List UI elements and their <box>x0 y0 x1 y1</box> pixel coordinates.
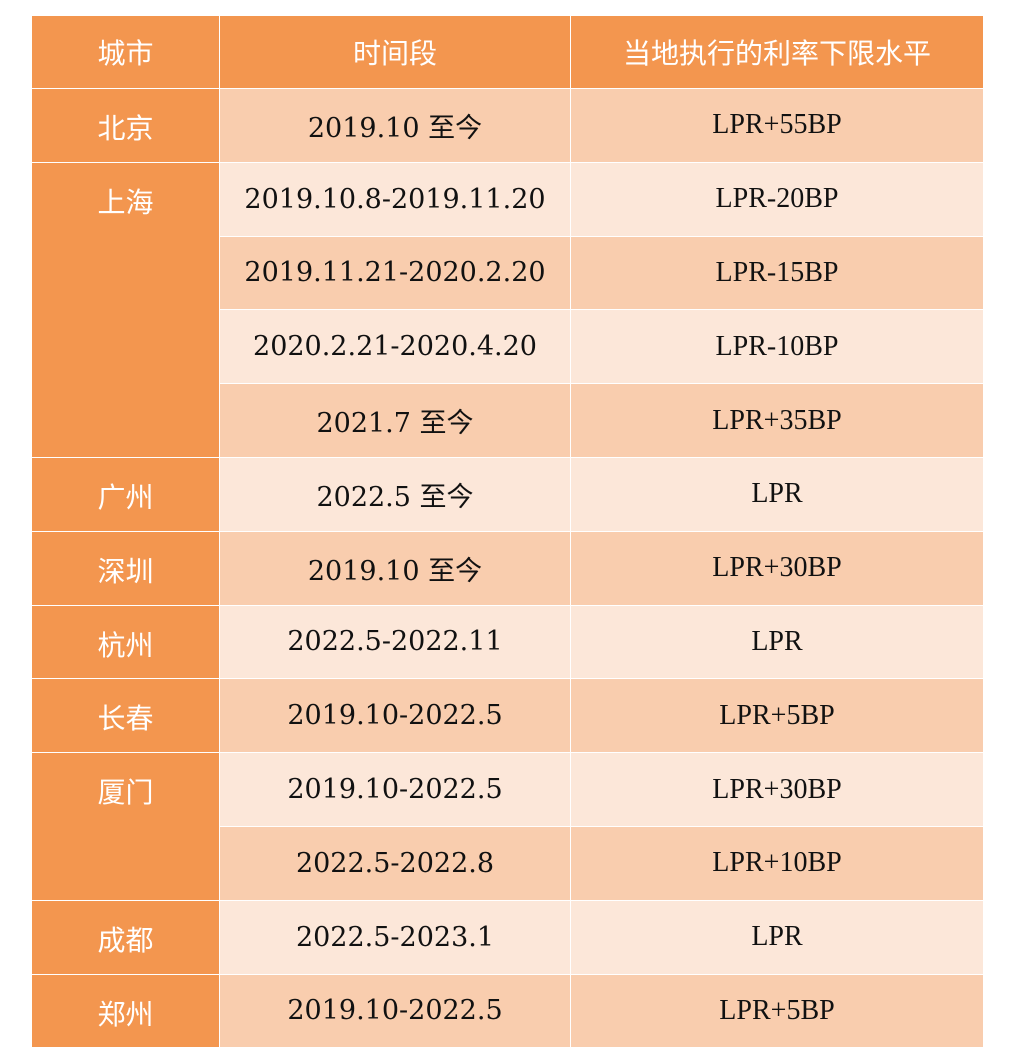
table-row: 厦门 2019.10-2022.5 LPR+30BP <box>31 752 984 901</box>
table-row: 北京 2019.10 至今 LPR+55BP <box>31 88 984 163</box>
rate-cell: LPR-20BP <box>570 161 984 237</box>
city-cell: 成都 <box>31 899 220 975</box>
rate-cell: LPR+55BP <box>570 88 984 163</box>
rate-cell: LPR+35BP <box>570 383 984 458</box>
city-cell: 厦门 <box>31 752 220 901</box>
period-cell: 2020.2.21-2020.4.20 <box>219 309 571 385</box>
city-cell: 北京 <box>31 88 220 163</box>
period-cell: 2019.10-2022.5 <box>219 678 571 754</box>
rate-table: 城市 时间段 当地执行的利率下限水平 北京 2019.10 至今 LPR+55BP 上… <box>31 15 984 1049</box>
table-row: 2021.7 至今 LPR+35BP <box>32 383 984 458</box>
rate-cell: LPR+30BP <box>570 752 984 827</box>
city-cell: 郑州 <box>31 973 220 1049</box>
period-cell: 2022.5-2022.11 <box>219 604 571 680</box>
city-cell: 广州 <box>31 456 220 532</box>
header-city: 城市 <box>31 15 220 89</box>
rate-cell: LPR+30BP <box>570 530 984 606</box>
rate-cell: LPR+5BP <box>570 973 984 1049</box>
table-row: 上海 2019.10.8-2019.11.20 LPR-20BP <box>31 161 984 458</box>
city-cell: 深圳 <box>31 530 220 606</box>
rate-cell: LPR+5BP <box>570 678 984 754</box>
header-rate: 当地执行的利率下限水平 <box>570 15 984 89</box>
table-row: 深圳 2019.10 至今 LPR+30BP <box>31 530 984 606</box>
table-row: 成都 2022.5-2023.1 LPR <box>31 899 984 975</box>
header-period: 时间段 <box>219 15 571 89</box>
rate-cell: LPR <box>570 456 984 532</box>
period-cell: 2019.10-2022.5 <box>219 973 571 1049</box>
table-row: 2019.11.21-2020.2.20 LPR-15BP <box>32 235 984 311</box>
table-row: 长春 2019.10-2022.5 LPR+5BP <box>31 678 984 754</box>
city-cell: 上海 <box>31 161 220 458</box>
period-cell: 2019.10 至今 <box>219 530 571 606</box>
city-cell: 杭州 <box>31 604 220 680</box>
rate-cell: LPR <box>570 604 984 680</box>
table-row: 2022.5-2022.8 LPR+10BP <box>32 825 984 901</box>
header-row: 城市 时间段 当地执行的利率下限水平 <box>31 15 984 89</box>
period-cell: 2021.7 至今 <box>219 383 571 458</box>
period-cell: 2019.10-2022.5 <box>219 752 571 827</box>
rate-cell: LPR-15BP <box>570 235 984 311</box>
rate-cell: LPR-10BP <box>570 309 984 385</box>
period-cell: 2019.10 至今 <box>219 88 571 163</box>
period-cell: 2022.5-2022.8 <box>219 825 571 901</box>
table-row: 广州 2022.5 至今 LPR <box>31 456 984 532</box>
period-cell: 2019.11.21-2020.2.20 <box>219 235 571 311</box>
period-cell: 2022.5-2023.1 <box>219 899 571 975</box>
table-row: 郑州 2019.10-2022.5 LPR+5BP <box>31 973 984 1049</box>
table-row: 杭州 2022.5-2022.11 LPR <box>31 604 984 680</box>
city-cell: 长春 <box>31 678 220 754</box>
period-cell: 2019.10.8-2019.11.20 <box>219 161 571 237</box>
rate-cell: LPR <box>570 899 984 975</box>
period-cell: 2022.5 至今 <box>219 456 571 532</box>
table-row: 2020.2.21-2020.4.20 LPR-10BP <box>32 309 984 385</box>
rate-cell: LPR+10BP <box>570 825 984 901</box>
